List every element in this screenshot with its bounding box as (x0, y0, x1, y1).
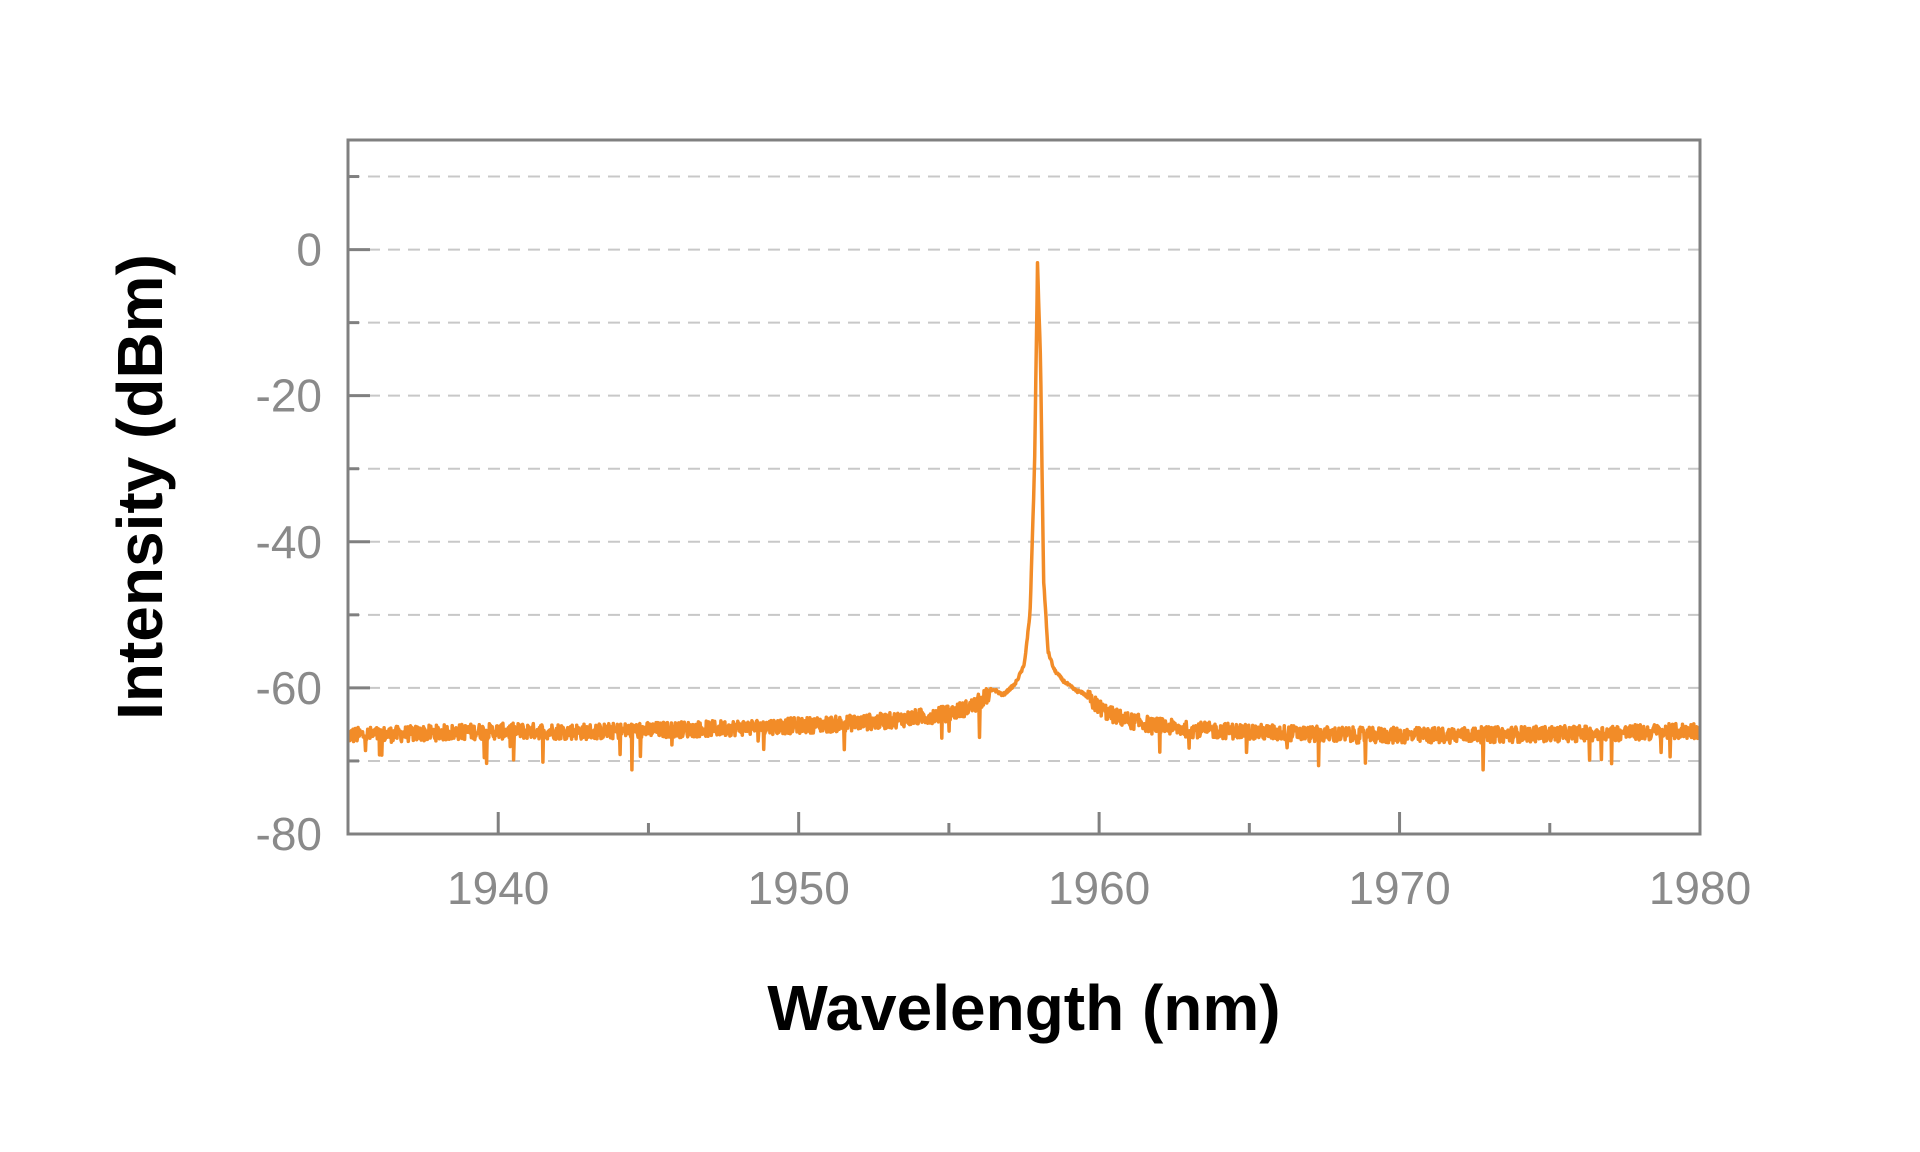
x-axis-title: Wavelength (nm) (767, 972, 1280, 1044)
series-line (348, 261, 1700, 772)
series-layer (348, 261, 1700, 772)
x-tick-label: 1960 (1048, 862, 1150, 914)
y-tick-label: 0 (296, 224, 322, 276)
gridlines (348, 175, 1700, 762)
x-tick-label: 1950 (747, 862, 849, 914)
tick-labels: 1940 1950 1960 1970 1980 -80 -60 -40 -20 0 (256, 224, 1752, 914)
plot-frame (346, 138, 1702, 836)
axis-ticks (348, 175, 1552, 834)
y-tick-label: -20 (256, 370, 322, 422)
y-tick-label: -40 (256, 516, 322, 568)
y-tick-label: -80 (256, 808, 322, 860)
x-tick-label: 1970 (1348, 862, 1450, 914)
y-axis-title: Intensity (dBm) (104, 254, 176, 720)
x-tick-label: 1940 (447, 862, 549, 914)
y-tick-label: -60 (256, 662, 322, 714)
x-tick-label: 1980 (1649, 862, 1751, 914)
